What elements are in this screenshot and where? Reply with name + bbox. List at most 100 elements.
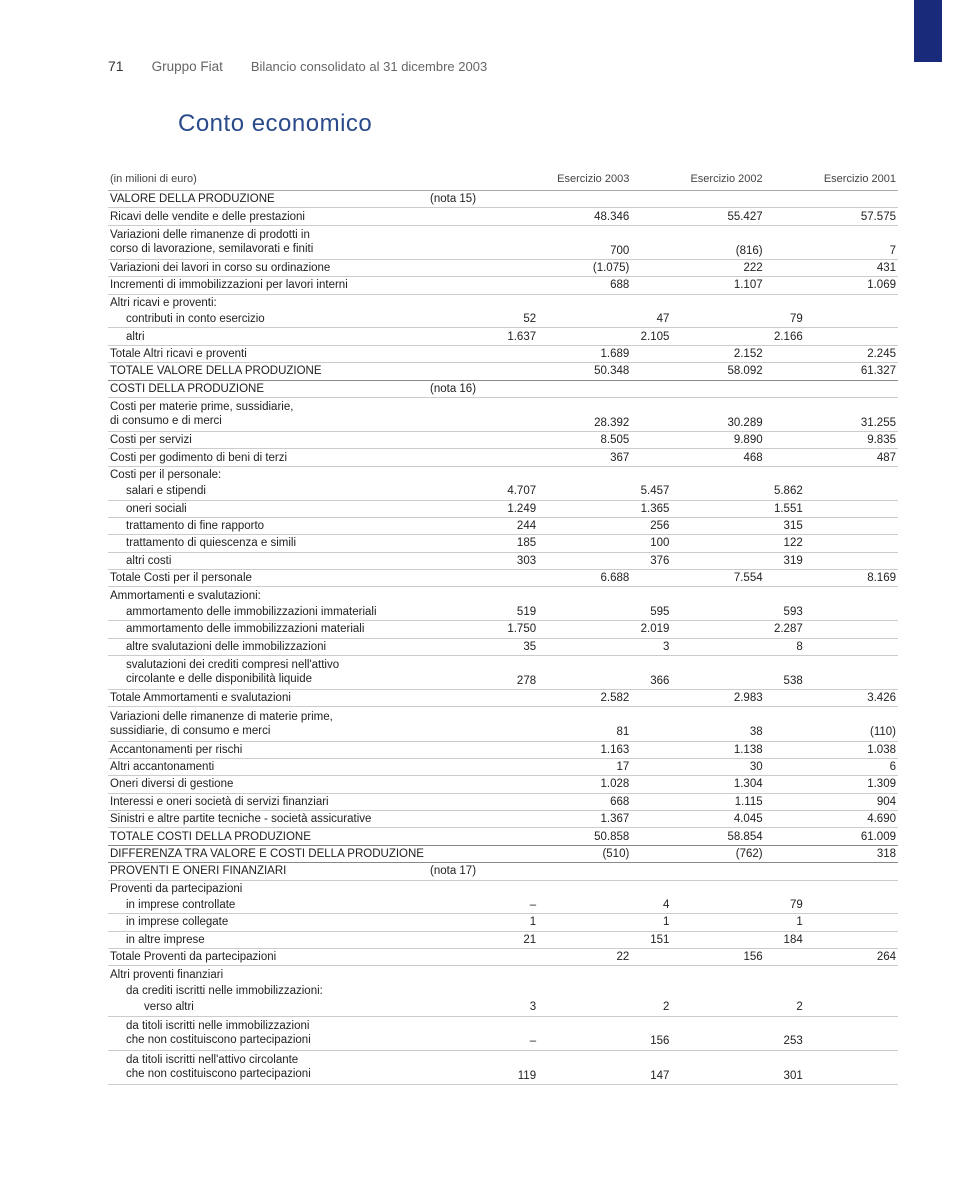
table-row: Altri proventi finanziari	[108, 966, 898, 983]
cell-value: 58.092	[671, 363, 764, 380]
cell-value	[805, 1050, 898, 1084]
row-label: DIFFERENZA TRA VALORE E COSTI DELLA PROD…	[108, 845, 428, 862]
cell-inner	[498, 811, 538, 828]
cell-value: 4.045	[671, 811, 764, 828]
cell-inner	[631, 259, 671, 276]
row-label: Costi per godimento di beni di terzi	[108, 449, 428, 466]
row-label: Costi per il personale:	[108, 466, 428, 483]
cell-value	[671, 983, 764, 999]
row-nota	[428, 966, 498, 983]
cell-value	[671, 966, 764, 983]
cell-inner: 3	[631, 638, 671, 655]
table-row: Sinistri e altre partite tecniche - soci…	[108, 811, 898, 828]
cell-inner: 1.551	[765, 500, 805, 517]
row-nota	[428, 294, 498, 311]
row-label: da crediti iscritti nelle immobilizzazio…	[108, 983, 428, 999]
row-nota	[428, 1016, 498, 1050]
cell-value: 57.575	[805, 208, 898, 225]
cell-inner	[498, 363, 538, 380]
cell-value	[671, 380, 764, 397]
cell-value: 9.835	[805, 432, 898, 449]
cell-inner: 319	[765, 552, 805, 569]
cell-inner: 519	[498, 604, 538, 621]
cell-value: (510)	[538, 845, 631, 862]
cell-inner: 1.249	[498, 500, 538, 517]
table-row: PROVENTI E ONERI FINANZIARI(nota 17)	[108, 863, 898, 880]
cell-inner: 1.365	[631, 500, 671, 517]
cell-value: 1.069	[805, 277, 898, 294]
row-nota	[428, 208, 498, 225]
cell-value: 468	[671, 449, 764, 466]
cell-inner	[498, 776, 538, 793]
row-nota	[428, 811, 498, 828]
cell-inner: 2	[631, 999, 671, 1016]
cell-value: 50.858	[538, 828, 631, 845]
cell-value: 1.689	[538, 345, 631, 362]
cell-inner	[498, 294, 538, 311]
row-label: Oneri diversi di gestione	[108, 776, 428, 793]
cell-value	[805, 638, 898, 655]
row-label: Totale Altri ricavi e proventi	[108, 345, 428, 362]
cell-value: 38	[671, 707, 764, 741]
row-label: Variazioni delle rimanenze di materie pr…	[108, 707, 428, 741]
cell-value	[538, 1016, 631, 1050]
cell-inner: 4.707	[498, 483, 538, 500]
cell-inner	[631, 863, 671, 880]
row-label: Variazioni delle rimanenze di prodotti i…	[108, 225, 428, 259]
col-2001-inner	[765, 170, 805, 191]
cell-value	[671, 500, 764, 517]
row-label: Incrementi di immobilizzazioni per lavor…	[108, 277, 428, 294]
table-row: Costi per materie prime, sussidiarie,di …	[108, 397, 898, 431]
cell-inner	[765, 828, 805, 845]
cell-inner	[765, 966, 805, 983]
row-label: svalutazioni dei crediti compresi nell'a…	[108, 655, 428, 689]
row-nota	[428, 707, 498, 741]
cell-value	[805, 999, 898, 1016]
cell-inner	[631, 828, 671, 845]
row-label: Ricavi delle vendite e delle prestazioni	[108, 208, 428, 225]
cell-value	[671, 552, 764, 569]
row-label: TOTALE COSTI DELLA PRODUZIONE	[108, 828, 428, 845]
cell-value: 48.346	[538, 208, 631, 225]
cell-value	[538, 604, 631, 621]
cell-value	[805, 500, 898, 517]
cell-value: 6	[805, 758, 898, 775]
cell-value	[538, 966, 631, 983]
table-row: da crediti iscritti nelle immobilizzazio…	[108, 983, 898, 999]
cell-value	[805, 552, 898, 569]
cell-value	[538, 587, 631, 604]
cell-value	[671, 191, 764, 208]
cell-inner	[765, 690, 805, 707]
cell-value: 17	[538, 758, 631, 775]
cell-inner	[631, 758, 671, 775]
row-label: Altri proventi finanziari	[108, 966, 428, 983]
table-row: Ammortamenti e svalutazioni:	[108, 587, 898, 604]
cell-value: 31.255	[805, 397, 898, 431]
cell-inner: 151	[631, 931, 671, 948]
row-nota	[428, 517, 498, 534]
cell-inner	[631, 345, 671, 362]
table-row: trattamento di quiescenza e simili185100…	[108, 535, 898, 552]
table-row: ammortamento delle immobilizzazioni mate…	[108, 621, 898, 638]
table-row: salari e stipendi4.7075.4575.862	[108, 483, 898, 500]
cell-value	[805, 311, 898, 328]
cell-inner	[631, 432, 671, 449]
cell-inner: 122	[765, 535, 805, 552]
cell-value	[671, 880, 764, 897]
cell-value	[805, 191, 898, 208]
row-nota	[428, 690, 498, 707]
cell-value	[538, 191, 631, 208]
table-row: Costi per godimento di beni di terzi 367 4…	[108, 449, 898, 466]
cell-value	[805, 328, 898, 345]
row-label: da titoli iscritti nelle immobilizzazion…	[108, 1016, 428, 1050]
cell-inner: 1	[765, 914, 805, 931]
cell-inner	[765, 259, 805, 276]
cell-value: 30	[671, 758, 764, 775]
cell-value	[538, 931, 631, 948]
cell-value	[671, 535, 764, 552]
cell-value: 1.038	[805, 741, 898, 758]
cell-value: 367	[538, 449, 631, 466]
table-row: trattamento di fine rapporto244256315	[108, 517, 898, 534]
table-row: DIFFERENZA TRA VALORE E COSTI DELLA PROD…	[108, 845, 898, 862]
cell-inner	[498, 690, 538, 707]
